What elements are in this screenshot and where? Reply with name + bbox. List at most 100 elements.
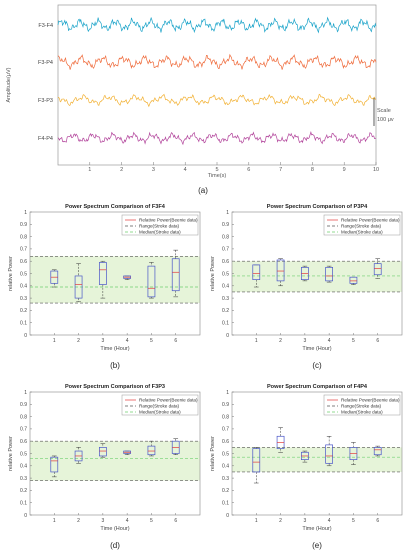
box	[349, 276, 358, 284]
y-tick-label: 1	[24, 390, 27, 396]
legend-entry: Median(Stroke data)	[341, 410, 383, 415]
y-tick-label: 0.1	[20, 321, 27, 327]
x-tick-label: 2	[77, 338, 80, 344]
x-axis-label: Time (Hour)	[302, 346, 331, 352]
legend-entry: Range(Stroke data)	[139, 224, 180, 229]
y-axis-label: relative Power	[210, 436, 216, 471]
x-tick-label: 5	[150, 338, 153, 344]
x-tick-label: 5	[352, 338, 355, 344]
y-tick-label: 0.4	[20, 284, 27, 290]
y-tick-label: 0.9	[222, 222, 229, 228]
y-tick-label: 0.5	[20, 451, 27, 457]
range-band	[232, 447, 402, 472]
y-tick-label: 1	[226, 210, 229, 216]
x-tick-label: 6	[376, 518, 379, 524]
y-tick-label: 1	[24, 210, 27, 216]
y-tick-label: 0.6	[20, 439, 27, 445]
y-tick-label: 0.8	[222, 234, 229, 240]
y-tick-label: 0.6	[222, 259, 229, 265]
box	[147, 445, 156, 456]
y-tick-label: 0	[24, 513, 27, 519]
y-tick-label: 0.5	[222, 451, 229, 457]
eeg-x-tick-label: 9	[343, 167, 346, 173]
boxplot-panel-f3f4: Power Spectrum Comparison of F3F4 0 0.1 0.2…	[8, 204, 201, 370]
y-tick-label: 0.9	[222, 402, 229, 408]
eeg-trace-f3-p3	[57, 93, 377, 108]
legend-entry: Range(Stroke data)	[341, 224, 382, 229]
x-tick-label: 1	[255, 338, 258, 344]
y-tick-label: 0	[24, 333, 27, 339]
eeg-x-tick-label: 8	[311, 167, 314, 173]
y-tick-label: 0.4	[222, 464, 229, 470]
box	[50, 456, 59, 473]
y-tick-label: 0.7	[20, 247, 27, 253]
eeg-channel-label-f4-p4: F4-P4	[38, 136, 53, 142]
eeg-x-tick-label: 4	[184, 167, 187, 173]
x-tick-label: 4	[126, 338, 129, 344]
x-tick-label: 6	[174, 518, 177, 524]
eeg-x-tick-label: 6	[247, 167, 250, 173]
boxplot-title: Power Spectrum Comparison of F4P4	[267, 384, 368, 390]
box	[74, 275, 83, 299]
box	[147, 265, 156, 298]
y-tick-label: 0.1	[20, 501, 27, 507]
range-band	[30, 256, 200, 304]
x-axis-label: Time (Hour)	[100, 526, 129, 532]
legend-entry: Range(Stroke data)	[139, 404, 180, 409]
legend-entry: Median(Stroke data)	[139, 230, 181, 235]
boxplot-panel-f4p4: Power Spectrum Comparison of F4P4 0 0.1 0.2…	[210, 384, 403, 550]
y-tick-label: 0.5	[20, 271, 27, 277]
panel-label: (c)	[312, 361, 322, 370]
y-tick-label: 0.3	[20, 476, 27, 482]
box	[325, 267, 333, 282]
x-tick-label: 2	[77, 518, 80, 524]
panel-label: (e)	[312, 541, 322, 550]
eeg-scale-value: 100 μv	[377, 117, 394, 123]
eeg-x-tick-label: 5	[215, 167, 218, 173]
y-tick-label: 0	[226, 333, 229, 339]
y-tick-label: 0.2	[20, 308, 27, 314]
y-tick-label: 1	[226, 390, 229, 396]
x-tick-label: 3	[101, 338, 104, 344]
legend-entry: Range(Stroke data)	[341, 404, 382, 409]
eeg-x-tick-label: 3	[152, 167, 155, 173]
box	[99, 447, 107, 457]
x-tick-label: 1	[255, 518, 258, 524]
range-band	[30, 441, 200, 481]
x-tick-label: 6	[376, 338, 379, 344]
eeg-x-tick-label: 10	[373, 167, 379, 173]
eeg-channel-label-f3-p3: F3-P3	[38, 98, 53, 104]
x-tick-label: 1	[53, 518, 56, 524]
y-tick-label: 0.7	[222, 247, 229, 253]
x-tick-label: 3	[303, 338, 306, 344]
boxplot-panel-p3p4: Power Spectrum Comparison of P3P4 0 0.1 0.2…	[210, 204, 403, 370]
y-tick-label: 0.6	[20, 259, 27, 265]
box	[252, 448, 261, 473]
eeg-plot-frame	[57, 4, 377, 166]
y-tick-label: 0.3	[222, 296, 229, 302]
eeg-trace-f4-p4	[57, 131, 377, 146]
x-tick-label: 4	[126, 518, 129, 524]
y-tick-label: 0.2	[222, 488, 229, 494]
y-tick-label: 0.1	[222, 321, 229, 327]
x-axis-label: Time (Hour)	[100, 346, 129, 352]
x-tick-label: 6	[174, 338, 177, 344]
y-tick-label: 0.1	[222, 501, 229, 507]
legend-box	[323, 214, 401, 236]
eeg-x-tick-label: 2	[120, 167, 123, 173]
eeg-y-axis-label: Amplitude(μV)	[6, 67, 12, 102]
eeg-panel: Amplitude(μV) Time(s) Scale 100 μv (a) F…	[6, 4, 394, 195]
x-axis-label: Time (Hour)	[302, 526, 331, 532]
x-tick-label: 2	[279, 338, 282, 344]
y-tick-label: 0.6	[222, 439, 229, 445]
y-tick-label: 0	[226, 513, 229, 519]
box	[99, 262, 107, 285]
box	[252, 264, 261, 281]
y-tick-label: 0.8	[222, 414, 229, 420]
y-tick-label: 0.4	[222, 284, 229, 290]
boxplot-title: Power Spectrum Comparison of F3P3	[65, 384, 165, 390]
y-axis-label: relative Power	[8, 256, 14, 291]
x-tick-label: 2	[279, 518, 282, 524]
legend-box	[121, 394, 199, 416]
legend-entry: Relative Power(Beenie data)	[341, 398, 400, 403]
